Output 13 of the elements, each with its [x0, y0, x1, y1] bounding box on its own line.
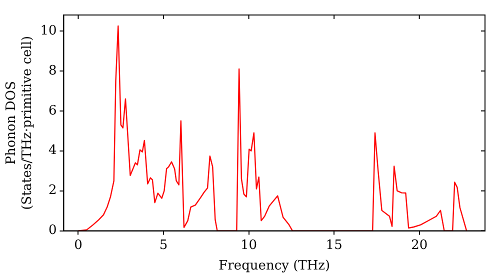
x-tick-label: 10	[240, 238, 258, 253]
x-tick-label: 0	[74, 238, 82, 253]
x-axis-title: Frequency (THz)	[218, 258, 330, 274]
x-tick-label: 15	[326, 238, 342, 253]
y-tick-label: 8	[48, 63, 57, 78]
x-tick-label: 5	[159, 238, 168, 253]
y-tick-label: 4	[48, 143, 57, 158]
x-tick-label: 20	[411, 238, 428, 253]
y-tick-label: 2	[48, 183, 57, 198]
y-axis-title: Phonon DOS (States/THz·primitive cell)	[4, 36, 35, 210]
y-tick-label: 0	[48, 223, 57, 238]
y-tick-label: 10	[40, 23, 57, 38]
y-tick-label: 6	[48, 103, 57, 118]
